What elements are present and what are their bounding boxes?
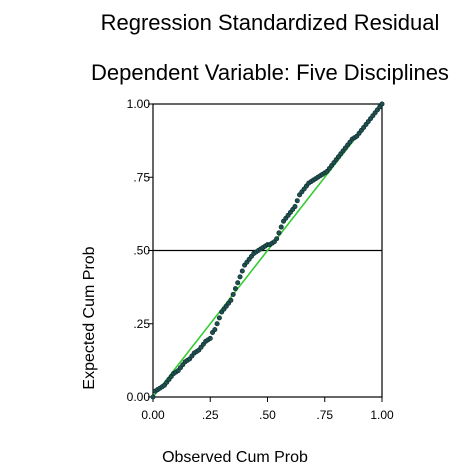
x-tick-label: .25 — [202, 408, 219, 422]
x-tick-label: .50 — [259, 408, 276, 422]
data-point — [214, 321, 220, 327]
chart-title: Regression Standardized Residual — [100, 10, 440, 35]
data-point — [235, 280, 241, 286]
y-axis: 0.00 .25 .50 .75 1.00 — [127, 97, 153, 404]
x-axis: 0.00 .25 .50 .75 1.00 — [141, 397, 394, 422]
data-points — [150, 101, 385, 400]
data-point — [207, 335, 213, 341]
data-point — [276, 230, 282, 236]
data-point — [150, 394, 156, 400]
data-point — [228, 297, 234, 303]
y-tick-label: 1.00 — [127, 97, 151, 111]
data-point — [379, 101, 385, 107]
y-tick-label: .50 — [133, 244, 150, 258]
data-point — [212, 327, 218, 333]
y-axis-label: Expected Cum Prob — [81, 246, 98, 390]
x-tick-label: 1.00 — [370, 408, 394, 422]
data-point — [230, 291, 236, 297]
data-point — [294, 198, 300, 204]
chart-subtitle: Dependent Variable: Five Disciplines — [91, 60, 449, 85]
data-point — [239, 268, 245, 274]
y-tick-label: 0.00 — [127, 390, 151, 404]
data-point — [237, 274, 243, 280]
data-point — [232, 286, 238, 292]
data-point — [274, 236, 280, 242]
data-point — [216, 315, 222, 321]
data-point — [292, 204, 298, 210]
y-tick-label: .25 — [133, 317, 150, 331]
x-tick-label: 0.00 — [141, 408, 165, 422]
data-point — [278, 224, 284, 230]
x-tick-label: .75 — [316, 408, 333, 422]
x-axis-label: Observed Cum Prob — [162, 449, 308, 466]
y-tick-label: .75 — [133, 170, 150, 184]
